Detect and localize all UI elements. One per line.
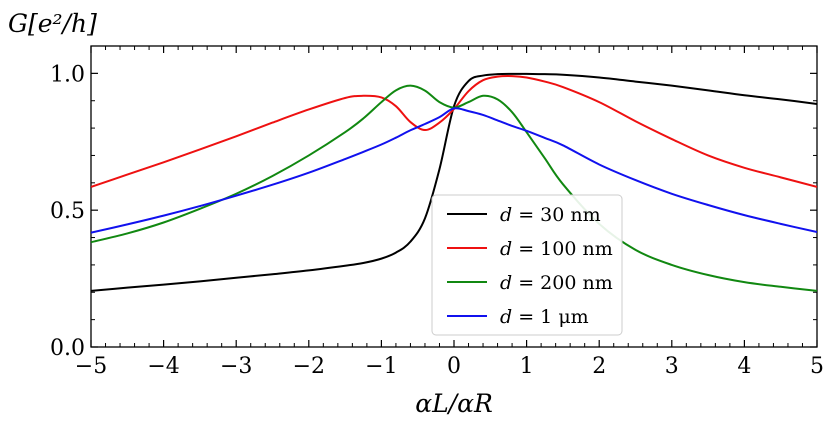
- series-line-1: [91, 72, 817, 292]
- y-tick-label: 0.5: [50, 199, 85, 224]
- x-tick-label: 1: [520, 354, 534, 379]
- legend-label: d = 200 nm: [500, 272, 613, 294]
- series-line-2: [91, 75, 817, 188]
- legend-box: [431, 194, 623, 336]
- x-tick-label: −3: [220, 354, 252, 379]
- x-tick-label: −4: [147, 354, 179, 379]
- ticks-layer: −5 −4 −3 −2 −1 0 1 2 3 4 5 0.0 0.5 1.0: [50, 46, 824, 379]
- x-tick-label: −2: [293, 354, 325, 379]
- series-line-4: [91, 107, 817, 234]
- x-tick-label: 4: [737, 354, 751, 379]
- x-tick-label: 0: [447, 354, 461, 379]
- legend-label: d = 100 nm: [500, 238, 613, 260]
- x-axis-title: αL/αR: [415, 389, 493, 418]
- x-tick-label: −5: [75, 354, 107, 379]
- series-layer: [91, 72, 817, 292]
- x-tick-label: 5: [810, 354, 824, 379]
- legend: d = 30 nm d = 100 nm d = 200 nm d = 1 μm: [431, 194, 623, 336]
- legend-label: d = 30 nm: [500, 204, 601, 226]
- y-tick-label: 1.0: [50, 62, 85, 87]
- y-tick-label: 0.0: [50, 336, 85, 361]
- x-tick-label: 3: [665, 354, 679, 379]
- x-tick-label: −1: [365, 354, 397, 379]
- y-axis-title: G[e²/h]: [8, 9, 97, 38]
- x-tick-label: 2: [592, 354, 606, 379]
- legend-label: d = 1 μm: [500, 306, 589, 328]
